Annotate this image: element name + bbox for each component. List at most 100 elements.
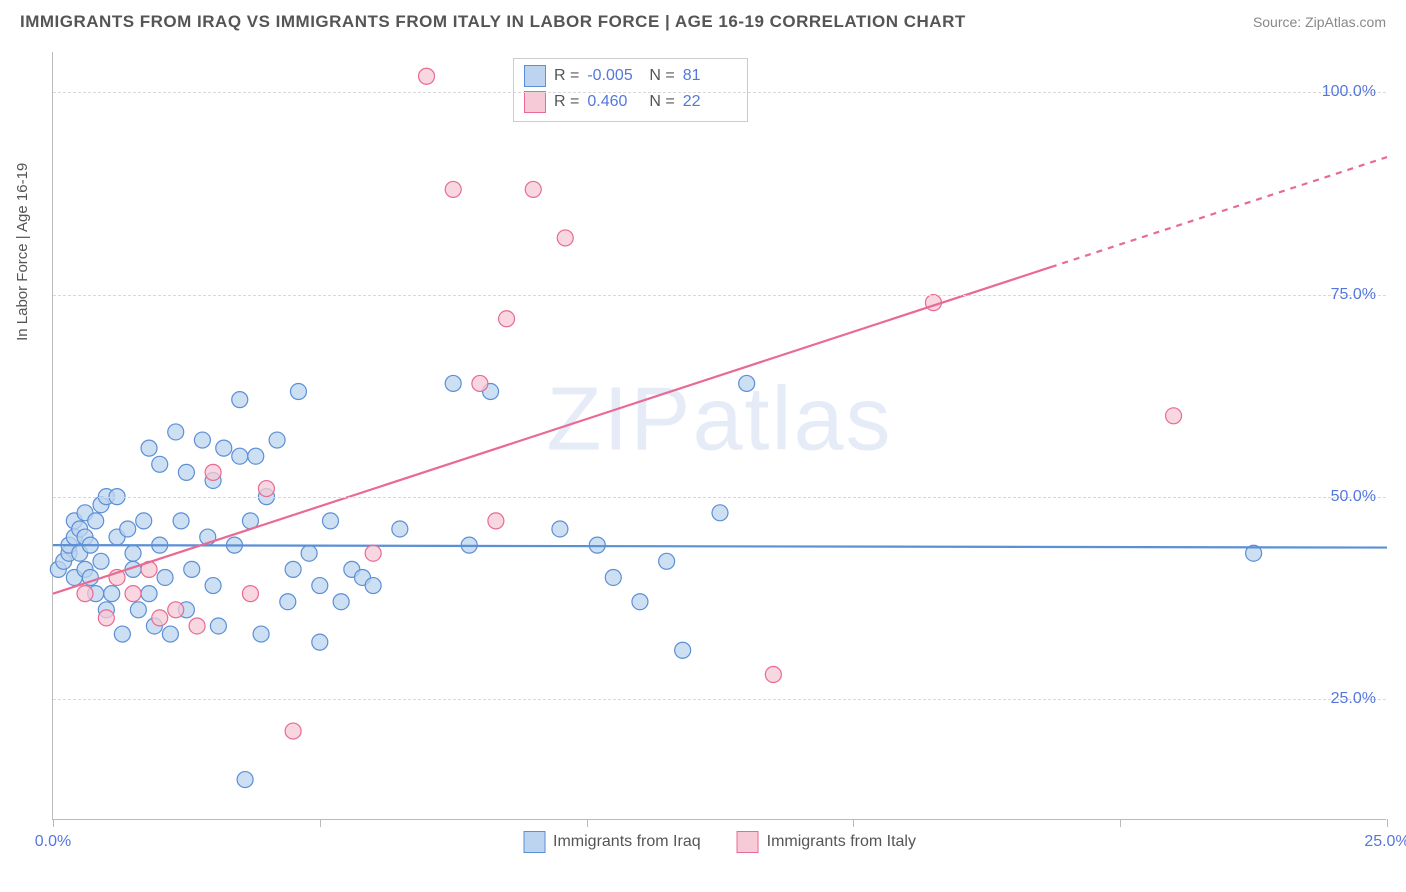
data-point [258,481,274,497]
data-point [253,626,269,642]
data-point [141,586,157,602]
legend-swatch [524,91,546,113]
x-tick [853,819,854,827]
y-tick-label: 75.0% [1331,286,1376,304]
data-point [301,545,317,561]
data-point [93,553,109,569]
legend-row: R =-0.005N =81 [524,63,737,89]
x-tick-label: 0.0% [35,833,71,851]
legend-swatch [524,65,546,87]
data-point [392,521,408,537]
data-point [285,723,301,739]
data-point [125,545,141,561]
data-point [445,375,461,391]
chart-plot-area: ZIPatlas R =-0.005N =81R =0.460N =22 Imm… [52,52,1386,820]
x-tick [320,819,321,827]
data-point [765,666,781,682]
legend-label: Immigrants from Iraq [553,833,701,851]
data-point [552,521,568,537]
data-point [445,181,461,197]
data-point [322,513,338,529]
r-value: -0.005 [587,67,641,85]
data-point [312,578,328,594]
data-point [152,610,168,626]
data-point [136,513,152,529]
data-point [659,553,675,569]
x-tick [1387,819,1388,827]
data-point [525,181,541,197]
data-point [178,464,194,480]
data-point [333,594,349,610]
data-point [168,602,184,618]
legend-label: Immigrants from Italy [767,833,916,851]
data-point [125,586,141,602]
correlation-legend: R =-0.005N =81R =0.460N =22 [513,58,748,122]
x-tick-label: 25.0% [1364,833,1406,851]
legend-swatch [523,831,545,853]
data-point [365,578,381,594]
legend-item: Immigrants from Iraq [523,831,701,853]
data-point [232,448,248,464]
data-point [210,618,226,634]
data-point [739,375,755,391]
data-point [285,561,301,577]
title-bar: IMMIGRANTS FROM IRAQ VS IMMIGRANTS FROM … [0,0,1406,40]
data-point [141,440,157,456]
x-tick [587,819,588,827]
data-point [104,586,120,602]
data-point [162,626,178,642]
data-point [184,561,200,577]
data-point [365,545,381,561]
data-point [120,521,136,537]
n-value: 22 [683,93,737,111]
data-point [242,586,258,602]
n-label: N = [649,93,674,111]
data-point [632,594,648,610]
trend-line [53,267,1051,594]
y-tick-label: 50.0% [1331,488,1376,506]
data-point [232,392,248,408]
data-point [189,618,205,634]
trend-line-extrapolated [1051,157,1387,267]
data-point [269,432,285,448]
x-tick [53,819,54,827]
data-point [1166,408,1182,424]
data-point [312,634,328,650]
data-point [152,456,168,472]
grid-line [53,295,1386,296]
data-point [88,513,104,529]
legend-item: Immigrants from Italy [737,831,916,853]
data-point [280,594,296,610]
data-point [237,772,253,788]
data-point [205,464,221,480]
data-point [168,424,184,440]
data-point [194,432,210,448]
data-point [173,513,189,529]
data-point [675,642,691,658]
scatter-plot [53,52,1386,819]
data-point [248,448,264,464]
data-point [157,569,173,585]
legend-swatch [737,831,759,853]
data-point [98,610,114,626]
data-point [77,586,93,602]
y-tick-label: 25.0% [1331,690,1376,708]
data-point [499,311,515,327]
data-point [605,569,621,585]
trend-line [53,545,1387,547]
chart-title: IMMIGRANTS FROM IRAQ VS IMMIGRANTS FROM … [20,12,966,32]
x-tick [1120,819,1121,827]
data-point [130,602,146,618]
n-label: N = [649,67,674,85]
r-value: 0.460 [587,93,641,111]
data-point [205,578,221,594]
source-label: Source: ZipAtlas.com [1253,14,1386,30]
data-point [216,440,232,456]
data-point [114,626,130,642]
n-value: 81 [683,67,737,85]
data-point [419,68,435,84]
data-point [712,505,728,521]
data-point [472,375,488,391]
y-axis-label: In Labor Force | Age 16-19 [14,163,31,341]
data-point [488,513,504,529]
